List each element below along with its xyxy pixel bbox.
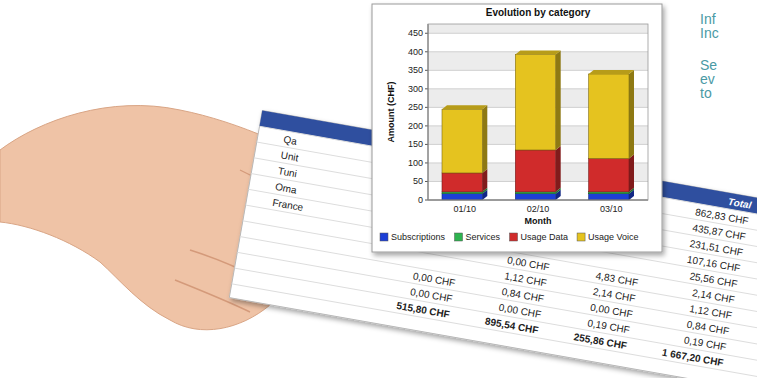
table-cell: France bbox=[272, 197, 305, 213]
bar-side bbox=[482, 169, 487, 192]
bar-side bbox=[556, 50, 561, 150]
bar bbox=[589, 74, 629, 158]
table-cell: 1,12 CHF bbox=[689, 303, 733, 321]
bar bbox=[589, 159, 629, 192]
bar-top bbox=[442, 105, 487, 109]
grid-band bbox=[428, 24, 648, 33]
legend-label: Usage Voice bbox=[588, 232, 639, 242]
side-text-line: Inc bbox=[700, 25, 719, 41]
y-tick-label: 250 bbox=[408, 102, 423, 112]
bar bbox=[442, 109, 482, 173]
bar-side bbox=[482, 105, 487, 173]
y-tick-label: 350 bbox=[408, 65, 423, 75]
legend: Subscriptions Services Usage Data Usage Voi… bbox=[380, 232, 639, 242]
table-cell: 0,00 CHF bbox=[412, 270, 456, 288]
table-header-cell: Total bbox=[727, 196, 752, 211]
table-cell: 0,00 CHF bbox=[506, 254, 550, 272]
x-tick-label: 02/10 bbox=[527, 204, 550, 214]
legend-swatch bbox=[455, 233, 463, 241]
legend-item: Services bbox=[455, 232, 501, 242]
chart-background bbox=[372, 4, 662, 252]
table-cell: 4,83 CHF bbox=[595, 270, 639, 288]
y-tick-label: 0 bbox=[418, 195, 423, 205]
legend-swatch bbox=[577, 233, 585, 241]
y-tick-label: 300 bbox=[408, 84, 423, 94]
legend-label: Services bbox=[466, 232, 501, 242]
bar bbox=[515, 54, 555, 150]
bar-side bbox=[629, 70, 634, 159]
table-cell: 0,00 CHF bbox=[498, 302, 542, 320]
legend-label: Usage Data bbox=[521, 232, 569, 242]
y-tick-label: 450 bbox=[408, 28, 423, 38]
stage: TotalQa862,83 CHFUnit435,87 CHFTuni231,5… bbox=[0, 0, 757, 378]
table-cell: 0,84 CHF bbox=[686, 319, 730, 337]
legend-item: Subscriptions bbox=[380, 232, 446, 242]
legend-swatch bbox=[510, 233, 518, 241]
bar-top bbox=[515, 50, 560, 54]
bar bbox=[442, 173, 482, 192]
table-cell: Oma bbox=[274, 181, 298, 196]
x-axis-title: Month bbox=[525, 216, 552, 226]
legend-label: Subscriptions bbox=[391, 232, 446, 242]
legend-item: Usage Voice bbox=[577, 232, 639, 242]
table-cell: 0,19 CHF bbox=[683, 334, 727, 352]
bar bbox=[515, 150, 555, 192]
table-cell: 1 667,20 CHF bbox=[661, 347, 724, 369]
legend-swatch bbox=[380, 233, 388, 241]
table-cell: 0,00 CHF bbox=[409, 286, 453, 304]
y-axis-title: Amount (CHF) bbox=[386, 82, 396, 143]
x-tick-label: 01/10 bbox=[453, 204, 476, 214]
table-row-line bbox=[232, 284, 757, 378]
bar bbox=[589, 194, 629, 200]
bar-side bbox=[629, 155, 634, 192]
bar bbox=[515, 194, 555, 200]
table-cell: Unit bbox=[280, 150, 300, 164]
y-tick-label: 150 bbox=[408, 139, 423, 149]
table-cell: 515,80 CHF bbox=[396, 300, 451, 320]
plot-frame bbox=[428, 24, 648, 200]
y-tick-label: 200 bbox=[408, 121, 423, 131]
side-text-line: to bbox=[700, 85, 712, 101]
x-tick-label: 03/10 bbox=[600, 204, 623, 214]
table-cell: 255,86 CHF bbox=[573, 331, 628, 351]
table-cell: Qa bbox=[283, 134, 298, 147]
side-text: InfIncSeevto bbox=[700, 11, 719, 101]
chart-title: Evolution by category bbox=[486, 7, 591, 18]
table-cell: Tuni bbox=[277, 165, 298, 179]
table-cell: 1,12 CHF bbox=[504, 270, 548, 288]
legend-item: Usage Data bbox=[510, 232, 569, 242]
grid-line bbox=[428, 33, 648, 34]
table-row-line bbox=[237, 252, 757, 349]
bar-side bbox=[556, 146, 561, 192]
table-cell: 0,84 CHF bbox=[501, 286, 545, 304]
table-cell: 2,14 CHF bbox=[691, 287, 735, 305]
bar-top bbox=[589, 70, 634, 74]
y-tick-label: 100 bbox=[408, 158, 423, 168]
y-tick-label: 50 bbox=[413, 176, 423, 186]
table-cell: 2,14 CHF bbox=[592, 286, 636, 304]
bar bbox=[442, 194, 482, 200]
bars bbox=[442, 50, 634, 200]
y-tick-label: 400 bbox=[408, 47, 423, 57]
plot-background bbox=[428, 24, 648, 200]
table-cell: 895,54 CHF bbox=[484, 316, 539, 336]
table-cell: 0,00 CHF bbox=[589, 302, 633, 320]
table-cell: 0,19 CHF bbox=[587, 317, 631, 335]
chart-card: Evolution by category 0 50 100 150 200 250 300 3… bbox=[372, 4, 662, 252]
